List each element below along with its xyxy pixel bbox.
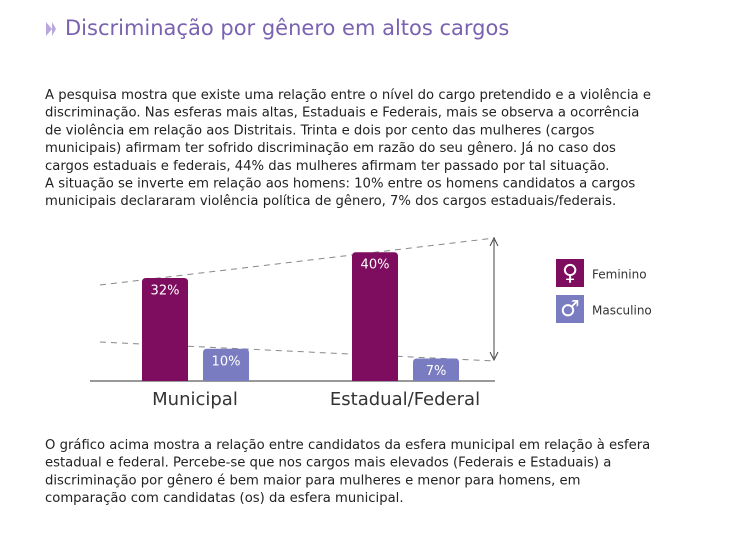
value-label: 7% [426, 364, 447, 379]
paragraph-line: A situação se inverte em relação aos hom… [45, 177, 635, 192]
decorations [99, 237, 496, 362]
title-icon [46, 22, 56, 36]
legend-swatch [556, 259, 584, 287]
paragraph-line: cargos estaduais e federais, 44% das mul… [45, 159, 609, 174]
title: Discriminação por gênero em altos cargos [65, 16, 509, 40]
bar [413, 358, 459, 381]
x-tick-label: Estadual/Federal [330, 389, 480, 410]
paragraph-line: comparação com candidatas (os) da esfera… [45, 491, 404, 506]
x-tick-label: Municipal [152, 389, 238, 410]
paragraph-line: discriminação. Nas esferas mais altas, E… [45, 105, 639, 121]
paragraph-line: A pesquisa mostra que existe uma relação… [45, 87, 651, 103]
value-label: 10% [212, 354, 241, 369]
paragraph-line: O gráfico acima mostra a relação entre c… [45, 437, 650, 453]
value-label: 40% [361, 258, 390, 273]
trend-line [99, 237, 496, 286]
arrow-heads [489, 236, 499, 362]
paragraph-line: discriminação por gênero é bem maior par… [45, 472, 581, 488]
paragraph-line: estadual e federal. Percebe-se que nos c… [45, 456, 611, 471]
paragraph-line: municipais declararam violência política… [45, 193, 616, 209]
legend-icon: ♂ [560, 297, 580, 322]
paragraph-line: municipais) afirmam ter sofrido discrimi… [45, 140, 616, 156]
legend-swatch [556, 295, 584, 323]
legend-icon: ♀ [562, 261, 578, 286]
bar [352, 252, 398, 381]
legend-label: Masculino [592, 304, 652, 318]
paragraph-line: de violência em relação aos Distritais. … [45, 122, 595, 138]
bar [142, 277, 188, 381]
legend-label: Feminino [592, 268, 647, 282]
bar [203, 348, 249, 381]
value-label: 32% [151, 283, 180, 298]
